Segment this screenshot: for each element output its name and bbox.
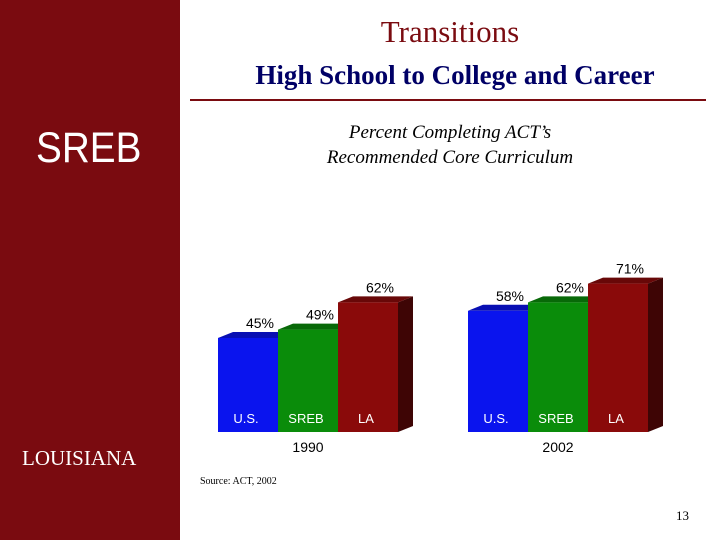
bar-side [398, 296, 413, 432]
bar-top [218, 331, 293, 338]
state-label: LOUISIANA [22, 446, 137, 470]
bar-us-1990 [218, 337, 278, 432]
group-label: 2002 [542, 439, 573, 455]
bar-top [468, 304, 543, 311]
bar-top [528, 296, 603, 303]
data-label: 45% [246, 315, 274, 331]
bar-top [588, 277, 663, 284]
category-label: U.S. [233, 411, 258, 426]
data-label: 49% [306, 307, 334, 323]
bar-sreb-2002 [528, 302, 588, 432]
category-label: SREB [538, 411, 573, 426]
bar-la-1990 [338, 302, 398, 432]
page-number: 13 [676, 508, 689, 523]
chart-title-line-2: Recommended Core Curriculum [326, 147, 574, 168]
bar-top [338, 296, 413, 303]
page-title: Transitions [380, 14, 520, 49]
bar-side [648, 277, 663, 432]
group-label: 1990 [292, 439, 323, 455]
bar-sreb-1990 [278, 329, 338, 432]
title-divider [190, 99, 706, 101]
sreb-logo: SREB [36, 124, 142, 172]
bar-la-2002 [588, 283, 648, 432]
category-label: LA [608, 411, 624, 426]
source-note: Source: ACT, 2002 [200, 476, 277, 487]
data-label: 58% [496, 288, 524, 304]
data-label: 62% [556, 279, 584, 295]
category-label: U.S. [483, 411, 508, 426]
sidebar [0, 0, 180, 540]
data-label: 62% [366, 279, 394, 295]
chart-title-line-1: Percent Completing ACT’s [348, 122, 552, 143]
category-label: SREB [288, 411, 323, 426]
data-label: 71% [616, 261, 644, 277]
page-subtitle: High School to College and Career [255, 60, 655, 90]
bar-us-2002 [468, 310, 528, 432]
category-label: LA [358, 411, 374, 426]
bar-top [278, 323, 353, 330]
